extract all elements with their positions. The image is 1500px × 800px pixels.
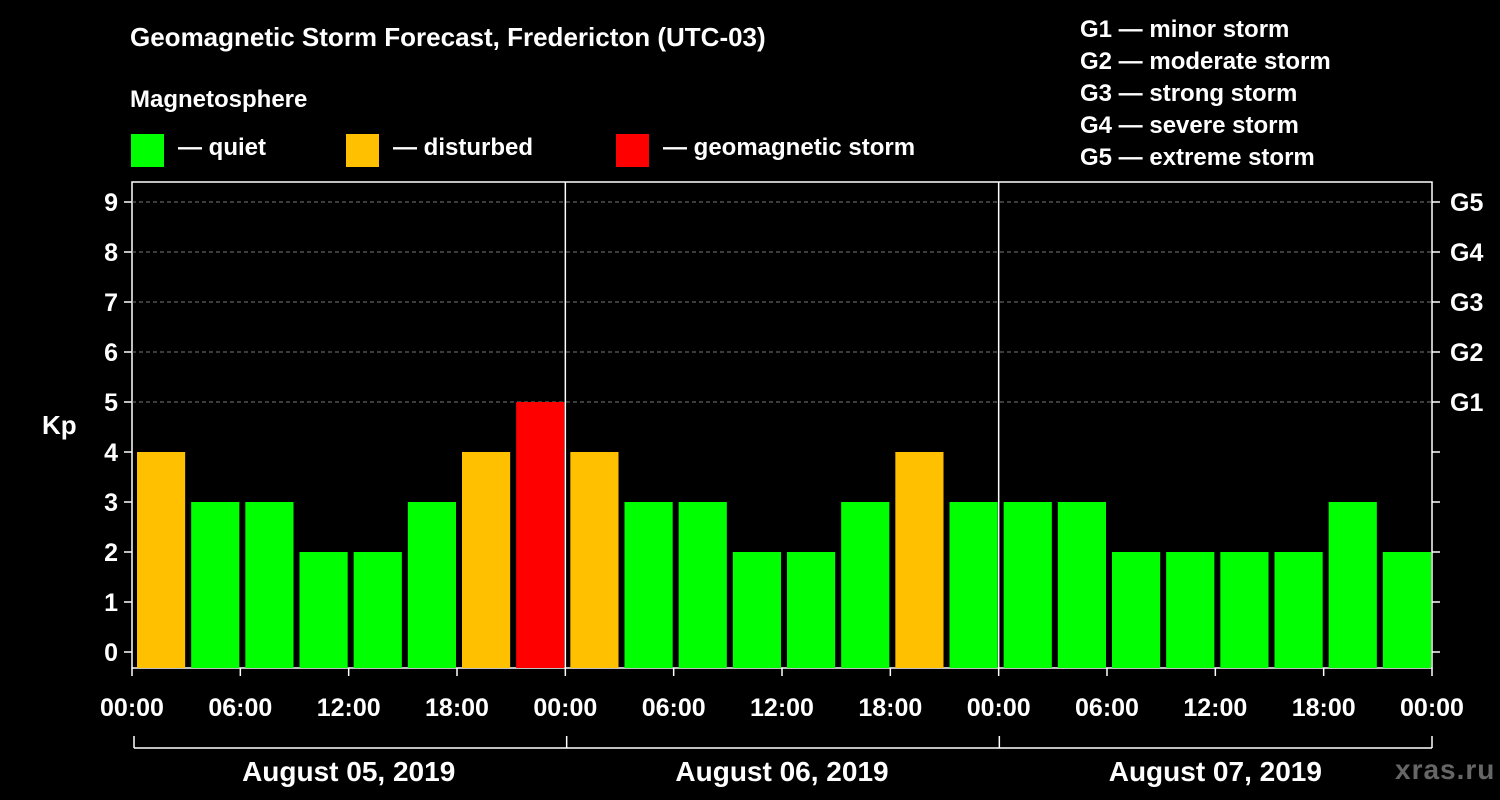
legend-quiet-label: — quiet bbox=[178, 134, 266, 161]
storm-level-label: G5 bbox=[1450, 189, 1483, 217]
bar-kp bbox=[624, 502, 673, 668]
storm-scale-g2: G2 — moderate storm bbox=[1080, 48, 1331, 75]
bar-kp bbox=[1274, 552, 1323, 668]
bar-kp bbox=[732, 552, 781, 668]
storm-scale-g4: G4 — severe storm bbox=[1080, 112, 1299, 139]
bar-kp bbox=[1003, 502, 1052, 668]
bar-kp bbox=[841, 502, 890, 668]
y-tick-label: 9 bbox=[104, 189, 118, 217]
storm-scale-g1: G1 — minor storm bbox=[1080, 16, 1290, 43]
x-tick-label: 06:00 bbox=[1075, 694, 1139, 722]
bar-kp bbox=[462, 452, 511, 668]
chart-subtitle: Magnetosphere bbox=[130, 86, 308, 113]
day-label: August 06, 2019 bbox=[675, 756, 888, 787]
x-tick-label: 12:00 bbox=[1183, 694, 1247, 722]
day-label: August 07, 2019 bbox=[1109, 756, 1322, 787]
bar-kp bbox=[895, 452, 944, 668]
day-label: August 05, 2019 bbox=[242, 756, 455, 787]
y-tick-label: 8 bbox=[104, 239, 118, 267]
storm-scale-g5: G5 — extreme storm bbox=[1080, 144, 1315, 171]
y-tick-label: 7 bbox=[104, 289, 118, 317]
bar-kp bbox=[949, 502, 998, 668]
bar-kp bbox=[516, 402, 565, 668]
bar-kp bbox=[353, 552, 402, 668]
bar-kp bbox=[570, 452, 619, 668]
storm-level-label: G2 bbox=[1450, 339, 1483, 367]
legend-storm-label: — geomagnetic storm bbox=[663, 134, 916, 161]
bar-kp bbox=[678, 502, 727, 668]
y-tick-label: 5 bbox=[104, 389, 118, 417]
x-tick-label: 12:00 bbox=[317, 694, 381, 722]
x-tick-label: 06:00 bbox=[642, 694, 706, 722]
y-tick-label: 0 bbox=[104, 639, 118, 667]
x-tick-label: 06:00 bbox=[208, 694, 272, 722]
x-tick-label: 18:00 bbox=[1292, 694, 1356, 722]
x-tick-label: 00:00 bbox=[533, 694, 597, 722]
x-tick-label: 00:00 bbox=[100, 694, 164, 722]
bar-kp bbox=[1382, 552, 1431, 668]
bar-kp bbox=[1328, 502, 1377, 668]
bar-kp bbox=[1057, 502, 1106, 668]
bar-kp bbox=[299, 552, 348, 668]
x-tick-label: 18:00 bbox=[858, 694, 922, 722]
bar-kp bbox=[1166, 552, 1215, 668]
bar-kp bbox=[245, 502, 294, 668]
bar-kp bbox=[1220, 552, 1269, 668]
x-tick-label: 12:00 bbox=[750, 694, 814, 722]
legend-disturbed-label: — disturbed bbox=[393, 134, 534, 161]
bar-kp bbox=[191, 502, 240, 668]
y-tick-label: 2 bbox=[104, 539, 118, 567]
legend-storm-swatch bbox=[616, 134, 649, 167]
storm-scale-g3: G3 — strong storm bbox=[1080, 80, 1298, 107]
bar-kp bbox=[137, 452, 186, 668]
legend-disturbed-swatch bbox=[346, 134, 379, 167]
x-tick-label: 18:00 bbox=[425, 694, 489, 722]
bar-kp bbox=[787, 552, 836, 668]
legend-quiet-swatch bbox=[131, 134, 164, 167]
bar-kp bbox=[407, 502, 456, 668]
y-tick-label: 4 bbox=[104, 439, 118, 467]
x-tick-label: 00:00 bbox=[967, 694, 1031, 722]
storm-level-label: G4 bbox=[1450, 239, 1483, 267]
storm-level-label: G1 bbox=[1450, 389, 1483, 417]
watermark: xras.ru bbox=[1395, 754, 1496, 785]
y-tick-label: 6 bbox=[104, 339, 118, 367]
y-tick-label: 1 bbox=[104, 589, 118, 617]
y-tick-label: 3 bbox=[104, 489, 118, 517]
chart-title: Geomagnetic Storm Forecast, Fredericton … bbox=[130, 22, 766, 52]
x-tick-label: 00:00 bbox=[1400, 694, 1464, 722]
bar-kp bbox=[1112, 552, 1161, 668]
y-axis-label: Kp bbox=[42, 410, 77, 440]
storm-level-label: G3 bbox=[1450, 289, 1483, 317]
storm-scale-legend: G1 — minor storm G2 — moderate storm G3 … bbox=[1080, 14, 1331, 174]
